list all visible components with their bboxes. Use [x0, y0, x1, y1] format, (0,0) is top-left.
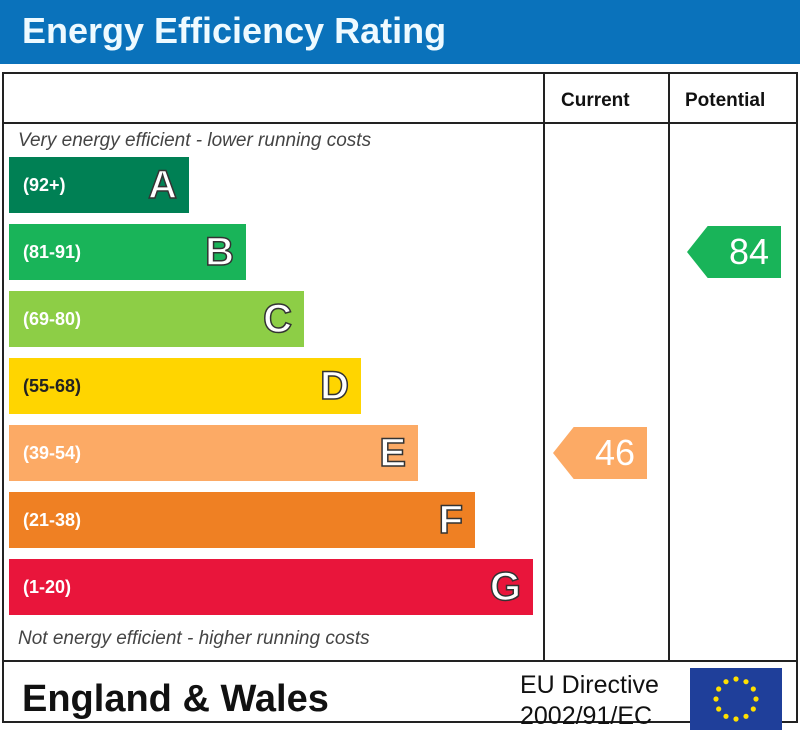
- current-rating-value: 46: [594, 432, 635, 473]
- band-range: (55-68): [23, 375, 82, 396]
- eu-flag-icon: [690, 668, 782, 730]
- band-letter: F: [438, 497, 464, 543]
- star-icon: [753, 696, 759, 702]
- header-bar: Energy Efficiency Rating: [0, 0, 800, 64]
- star-icon: [733, 676, 739, 682]
- region-label: England & Wales: [22, 678, 329, 720]
- band-c: (69-80) C: [9, 291, 304, 347]
- star-icon: [750, 706, 756, 712]
- current-header: Current: [561, 90, 630, 111]
- band-b: (81-91) B: [9, 224, 246, 280]
- eu-directive: EU Directive 2002/91/EC: [520, 670, 659, 732]
- band-letter: B: [204, 229, 234, 275]
- band-range: (69-80): [23, 308, 82, 329]
- band-range: (39-54): [23, 442, 82, 463]
- top-note: Very energy efficient - lower running co…: [18, 130, 372, 151]
- star-icon: [733, 716, 739, 722]
- band-range: (21-38): [23, 509, 82, 530]
- band-letter: G: [489, 564, 522, 610]
- band-letter: C: [262, 296, 292, 342]
- potential-rating-value: 84: [728, 231, 769, 272]
- band-letter: D: [319, 363, 349, 409]
- star-icon: [750, 686, 756, 692]
- directive-line1: EU Directive: [520, 671, 659, 699]
- band-e: (39-54) E: [9, 425, 418, 481]
- rating-table: Current Potential Very energy efficient …: [2, 72, 798, 723]
- band-g: (1-20) G: [9, 559, 533, 615]
- star-icon: [743, 713, 749, 719]
- star-icon: [716, 686, 722, 692]
- divider: [543, 74, 545, 662]
- divider: [4, 660, 796, 662]
- band-range: (92+): [23, 174, 66, 195]
- star-icon: [713, 696, 719, 702]
- band-letter: E: [379, 430, 407, 476]
- bottom-note: Not energy efficient - higher running co…: [18, 628, 370, 649]
- potential-rating-arrow: 84: [687, 226, 781, 278]
- divider: [4, 122, 796, 124]
- band-a: (92+) A: [9, 157, 189, 213]
- directive-line2: 2002/91/EC: [520, 702, 653, 730]
- band-range: (1-20): [23, 576, 72, 597]
- star-icon: [716, 706, 722, 712]
- star-icon: [743, 679, 749, 685]
- potential-header: Potential: [685, 90, 766, 111]
- band-letter: A: [147, 162, 177, 208]
- band-range: (81-91): [23, 241, 82, 262]
- current-rating-arrow: 46: [553, 427, 647, 479]
- band-f: (21-38) F: [9, 492, 475, 548]
- divider: [668, 74, 670, 662]
- star-icon: [723, 679, 729, 685]
- star-icon: [723, 713, 729, 719]
- band-d: (55-68) D: [9, 358, 361, 414]
- page-title: Energy Efficiency Rating: [22, 10, 447, 51]
